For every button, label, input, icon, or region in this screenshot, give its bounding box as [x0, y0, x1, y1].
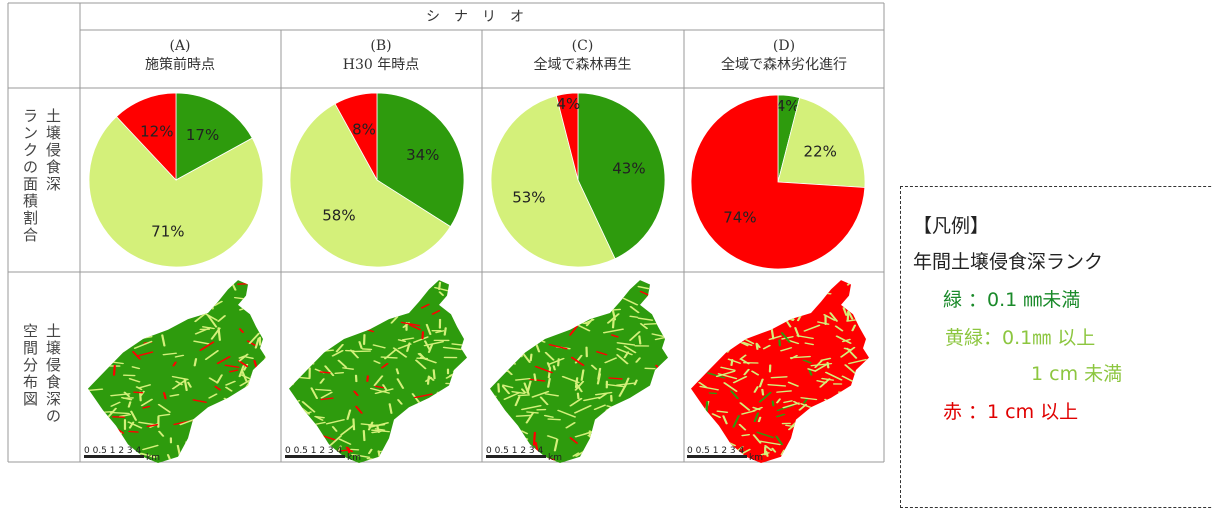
scale-bar-unit: km: [146, 453, 160, 463]
pie-chart-2: 43% 53% 4%: [491, 93, 665, 267]
pie-value-label: 43%: [612, 160, 645, 178]
column-header-c: (C) 全域で森林再生: [482, 38, 683, 74]
scale-bar-ticks: 0 0.5 1 2 3 4: [486, 446, 544, 456]
row2-label-left: 空間分布図: [22, 323, 39, 408]
pie-value-label: 34%: [406, 146, 439, 164]
map-1: [286, 278, 481, 467]
legend-red: 赤 ：1 cm 以上: [943, 397, 1078, 424]
scale-bar-unit: km: [347, 453, 361, 463]
row1-label-left: ランクの面積割合: [22, 108, 39, 244]
column-code: (A): [80, 38, 280, 54]
pie-chart-0: 17% 71% 12%: [89, 93, 263, 267]
pie-chart-1: 34% 58% 8%: [290, 93, 464, 267]
map-0: [76, 277, 276, 466]
column-code: (D): [684, 38, 884, 54]
scenario-header: シナリオ: [80, 6, 884, 26]
pie-value-label: 74%: [723, 209, 756, 227]
column-header-a: (A) 施策前時点: [80, 38, 280, 74]
pie-value-label: 22%: [804, 142, 837, 160]
pie-value-label: 71%: [151, 223, 184, 241]
column-name: H30 年時点: [281, 54, 481, 74]
map-area: [691, 280, 869, 463]
map-2: [483, 279, 680, 471]
column-code: (B): [281, 38, 481, 54]
legend-box: 【凡例】 年間土壌侵食深ランク 緑 ：0.1 ㎜未満 黄緑：0.1㎜ 以上 1 …: [900, 186, 1213, 508]
pie-value-label: 4%: [557, 95, 581, 113]
pie-value-label: 17%: [186, 126, 219, 144]
map-area: [289, 280, 467, 463]
pie-value-label: 8%: [352, 120, 376, 138]
row2-label-right: 土壌侵食深の: [45, 323, 62, 425]
scale-bar-unit: km: [548, 453, 562, 463]
row1-label-right: 土壌侵食深: [45, 108, 62, 193]
legend-green: 緑 ：0.1 ㎜未満: [943, 285, 1080, 312]
map-3: [690, 278, 887, 469]
column-name: 施策前時点: [80, 54, 280, 74]
pie-value-label: 53%: [512, 189, 545, 207]
scale-bar-ticks: 0 0.5 1 2 3 4: [285, 446, 343, 456]
scale-bar-ticks: 0 0.5 1 2 3 4: [687, 446, 745, 456]
legend-lightgreen: 黄緑：0.1㎜ 以上: [945, 323, 1095, 350]
pie-chart-3: 4%22%74%: [691, 95, 865, 269]
column-name: 全域で森林劣化進行: [684, 54, 884, 74]
column-header-b: (B) H30 年時点: [281, 38, 481, 74]
pie-value-label: 58%: [322, 207, 355, 225]
legend-subtitle: 年間土壌侵食深ランク: [913, 247, 1103, 274]
scale-bar-ticks: 0 0.5 1 2 3 4: [84, 446, 142, 456]
scale-bar-unit: km: [749, 453, 763, 463]
column-name: 全域で森林再生: [482, 54, 683, 74]
pie-value-label: 12%: [140, 122, 173, 140]
column-header-d: (D) 全域で森林劣化進行: [684, 38, 884, 74]
legend-title: 【凡例】: [913, 211, 989, 238]
legend-lightgreen-cont: 1 cm 未満: [1031, 359, 1122, 386]
column-code: (C): [482, 38, 683, 54]
